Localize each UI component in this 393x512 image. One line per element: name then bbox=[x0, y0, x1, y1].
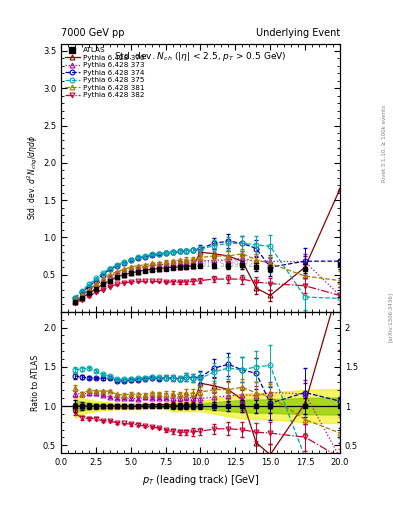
Text: Std. dev. $N_{ch}$ ($|\eta|$ < 2.5, $p_T$ > 0.5 GeV): Std. dev. $N_{ch}$ ($|\eta|$ < 2.5, $p_T… bbox=[114, 50, 286, 63]
X-axis label: $p_T$ (leading track) [GeV]: $p_T$ (leading track) [GeV] bbox=[142, 473, 259, 486]
Text: Underlying Event: Underlying Event bbox=[256, 28, 340, 38]
Y-axis label: Ratio to ATLAS: Ratio to ATLAS bbox=[31, 354, 40, 411]
Y-axis label: Std. dev. $d^2N_{chg}/d\eta d\phi$: Std. dev. $d^2N_{chg}/d\eta d\phi$ bbox=[26, 135, 40, 220]
Text: 7000 GeV pp: 7000 GeV pp bbox=[61, 28, 125, 38]
Legend: ATLAS, Pythia 6.428 370, Pythia 6.428 373, Pythia 6.428 374, Pythia 6.428 375, P: ATLAS, Pythia 6.428 370, Pythia 6.428 37… bbox=[63, 46, 146, 100]
Text: ATLAS_2010_S8894728: ATLAS_2010_S8894728 bbox=[170, 259, 259, 268]
Text: [arXiv:1306.3436]: [arXiv:1306.3436] bbox=[387, 292, 392, 343]
Text: Rivet 3.1.10, ≥ 100k events: Rivet 3.1.10, ≥ 100k events bbox=[382, 105, 387, 182]
